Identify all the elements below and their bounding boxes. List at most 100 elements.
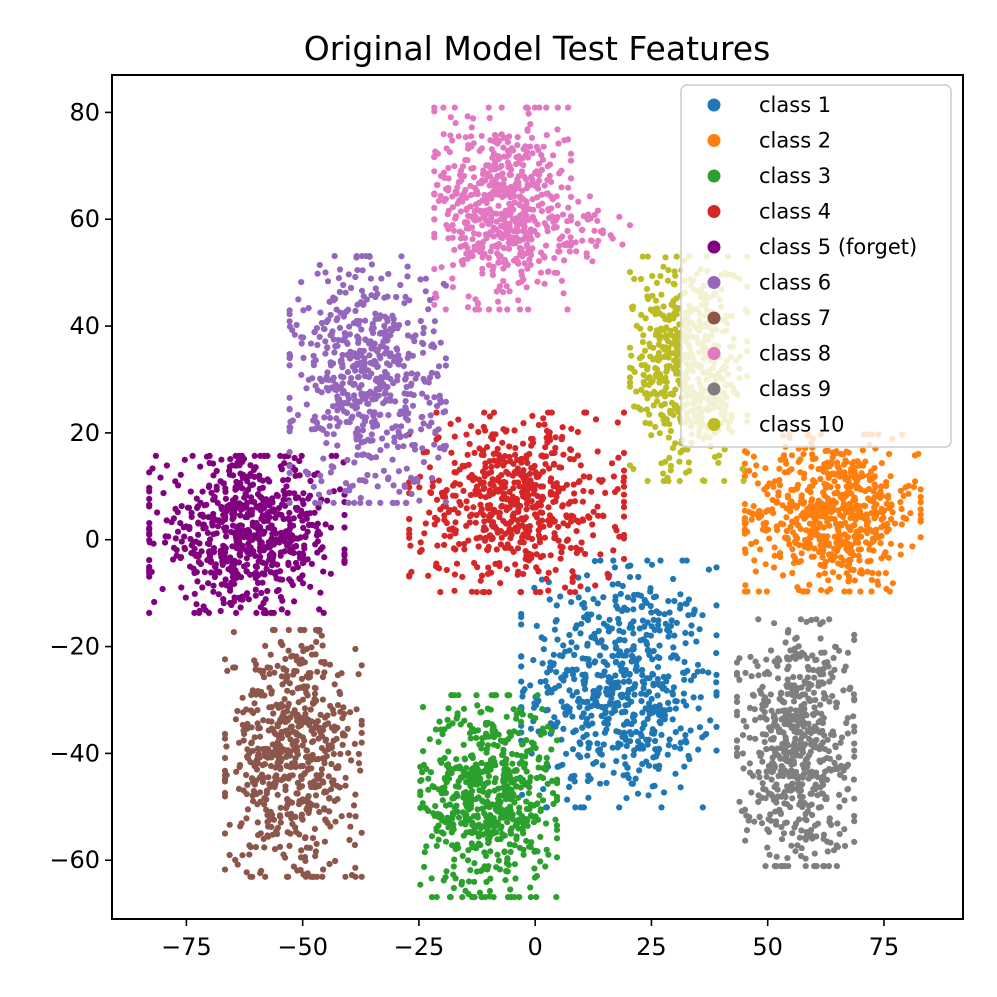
data-point xyxy=(504,783,511,790)
data-point xyxy=(473,734,480,742)
data-point xyxy=(404,319,411,327)
data-point xyxy=(351,459,358,466)
data-point xyxy=(506,488,513,495)
data-point xyxy=(514,465,521,472)
data-point xyxy=(503,427,510,434)
data-point xyxy=(315,491,323,498)
data-point xyxy=(398,423,405,430)
data-point xyxy=(471,559,478,567)
data-point xyxy=(638,604,645,611)
data-point xyxy=(527,894,535,901)
data-point xyxy=(219,561,226,569)
data-point xyxy=(500,778,507,785)
data-point xyxy=(810,553,817,560)
data-point xyxy=(481,524,488,531)
data-point xyxy=(170,515,177,522)
data-point xyxy=(503,153,510,160)
data-point xyxy=(286,539,293,547)
data-point xyxy=(481,484,488,491)
data-point xyxy=(516,894,523,901)
data-point xyxy=(545,723,552,730)
data-point xyxy=(467,491,474,499)
data-point xyxy=(285,647,292,654)
data-point xyxy=(673,619,680,627)
data-point xyxy=(612,488,619,496)
data-point xyxy=(656,627,663,634)
data-point xyxy=(191,551,198,558)
data-point xyxy=(825,474,832,481)
data-point xyxy=(205,580,212,587)
data-point xyxy=(486,788,493,795)
data-point xyxy=(432,726,439,733)
data-point xyxy=(528,134,536,141)
data-point xyxy=(373,454,380,461)
data-point xyxy=(420,459,427,466)
data-point xyxy=(531,543,539,550)
data-point xyxy=(496,253,503,260)
data-point xyxy=(511,799,518,806)
data-point xyxy=(289,689,296,696)
data-point xyxy=(519,195,526,202)
data-point xyxy=(546,437,554,444)
data-point xyxy=(494,140,501,147)
data-point xyxy=(902,484,909,491)
data-point xyxy=(459,852,466,860)
data-point xyxy=(518,610,525,618)
data-point xyxy=(563,481,571,488)
data-point xyxy=(683,702,690,709)
data-point xyxy=(457,208,464,215)
data-point xyxy=(237,470,244,477)
data-point xyxy=(583,731,590,738)
data-point xyxy=(443,566,450,574)
data-point xyxy=(763,588,771,595)
data-point xyxy=(213,467,220,475)
data-point xyxy=(573,689,581,696)
data-point xyxy=(643,641,651,648)
data-point xyxy=(594,448,601,455)
data-point xyxy=(644,557,651,564)
data-point xyxy=(713,564,720,571)
data-point xyxy=(688,630,695,637)
data-point xyxy=(645,762,653,769)
data-point xyxy=(178,503,185,510)
data-point xyxy=(444,187,452,194)
data-point xyxy=(405,410,412,417)
data-point xyxy=(685,612,692,619)
data-point xyxy=(438,759,445,766)
data-point xyxy=(252,586,259,593)
data-point xyxy=(615,580,622,587)
data-point xyxy=(336,324,344,331)
data-point xyxy=(447,420,454,427)
data-point xyxy=(422,288,429,295)
data-point xyxy=(834,483,841,490)
data-point xyxy=(261,801,268,808)
data-point xyxy=(818,587,825,594)
data-point xyxy=(440,280,447,287)
data-point xyxy=(471,878,478,885)
data-point xyxy=(800,474,808,482)
data-point xyxy=(809,483,816,490)
data-point xyxy=(252,661,260,668)
data-point xyxy=(527,774,534,781)
data-point xyxy=(597,557,604,564)
data-point xyxy=(848,465,855,473)
data-point xyxy=(247,571,254,578)
data-point xyxy=(911,452,919,459)
data-point xyxy=(214,499,221,506)
data-point xyxy=(567,175,575,182)
data-point xyxy=(505,235,512,242)
data-point xyxy=(672,705,680,712)
data-point xyxy=(282,655,289,663)
data-point xyxy=(374,290,381,297)
data-point xyxy=(783,514,790,521)
data-point xyxy=(455,416,462,423)
data-point xyxy=(292,472,299,479)
data-point xyxy=(541,421,548,428)
data-point xyxy=(495,857,502,864)
data-point xyxy=(449,795,456,802)
data-point xyxy=(243,869,250,876)
data-point xyxy=(608,460,616,467)
data-point xyxy=(495,509,502,516)
data-point xyxy=(187,488,194,495)
data-point xyxy=(649,656,656,663)
